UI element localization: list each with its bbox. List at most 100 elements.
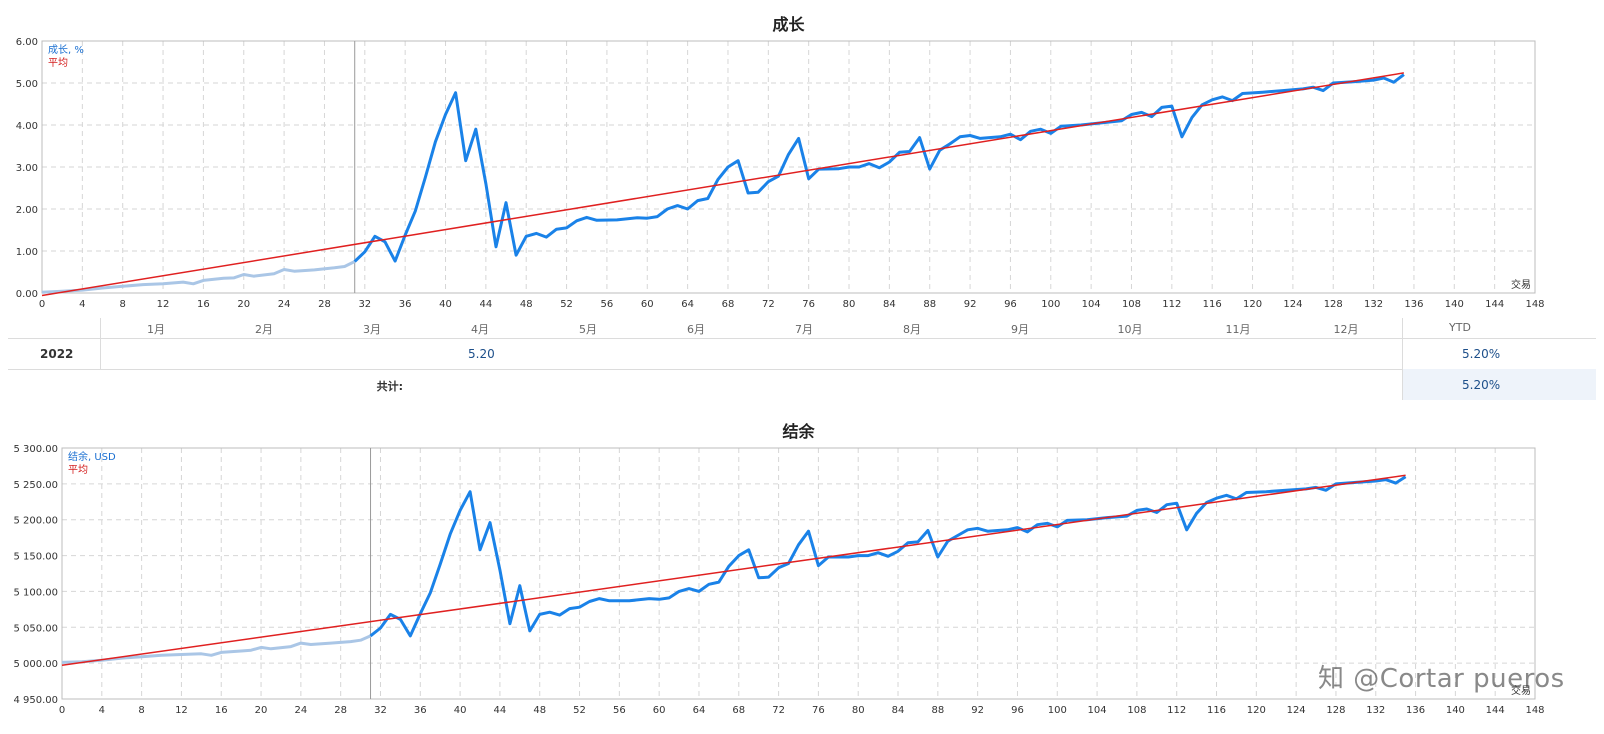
x-tick-label: 44	[479, 299, 492, 310]
ytd-header: YTD	[1449, 321, 1471, 334]
x-tick-label: 20	[255, 705, 268, 716]
x-tick-label: 136	[1406, 705, 1425, 716]
x-tick-label: 104	[1082, 299, 1101, 310]
x-tick-label: 88	[923, 299, 936, 310]
x-tick-label: 52	[573, 705, 586, 716]
y-tick-label: 5 200.00	[13, 516, 58, 527]
x-tick-label: 16	[215, 705, 228, 716]
x-tick-label: 44	[494, 705, 507, 716]
x-tick-label: 56	[613, 705, 626, 716]
x-tick-label: 52	[560, 299, 573, 310]
x-tick-label: 100	[1048, 705, 1067, 716]
x-tick-label: 108	[1122, 299, 1141, 310]
y-tick-label: 5 250.00	[13, 480, 58, 491]
x-tick-label: 60	[653, 705, 666, 716]
x-tick-label: 92	[971, 705, 984, 716]
series-line	[353, 73, 1405, 263]
x-tick-label: 40	[454, 705, 467, 716]
x-tick-label: 124	[1283, 299, 1302, 310]
y-tick-label: 5 000.00	[13, 659, 58, 670]
y-tick-label: 1.00	[16, 247, 38, 258]
x-tick-label: 32	[374, 705, 387, 716]
chart-title: 结余	[781, 422, 815, 441]
x-tick-label: 144	[1486, 705, 1505, 716]
average-line	[61, 474, 1406, 667]
x-tick-label: 132	[1364, 299, 1383, 310]
x-tick-label: 48	[520, 299, 533, 310]
total-label: 共计:	[376, 380, 403, 393]
x-tick-label: 0	[59, 705, 65, 716]
month-label: 4月	[471, 323, 489, 336]
x-tick-label: 108	[1127, 705, 1146, 716]
x-tick-label: 36	[399, 299, 412, 310]
y-tick-label: 5 150.00	[13, 552, 58, 563]
x-tick-label: 4	[79, 299, 85, 310]
y-tick-label: 5.00	[16, 79, 38, 90]
plot-area	[41, 40, 1536, 294]
x-tick-label: 8	[120, 299, 126, 310]
x-tick-label: 4	[99, 705, 105, 716]
x-tick-label: 56	[601, 299, 614, 310]
x-tick-label: 20	[237, 299, 250, 310]
x-axis-label: 交易	[1511, 684, 1531, 697]
x-tick-label: 84	[892, 705, 905, 716]
monthly-growth-table: 1月 2月 3月 4月 5月 6月 7月 8月 9月 10月 11月 12月 Y…	[8, 318, 1596, 400]
average-line	[41, 72, 1404, 297]
x-tick-label: 104	[1088, 705, 1107, 716]
x-tick-label: 72	[762, 299, 775, 310]
x-tick-label: 16	[197, 299, 210, 310]
month-label: 3月	[363, 323, 381, 336]
x-tick-label: 68	[732, 705, 745, 716]
y-tick-label: 5 050.00	[13, 623, 58, 634]
x-tick-label: 116	[1203, 299, 1222, 310]
month-label: 2月	[255, 323, 273, 336]
y-tick-label: 2.00	[16, 205, 38, 216]
x-tick-label: 124	[1287, 705, 1306, 716]
x-tick-label: 8	[138, 705, 144, 716]
x-tick-label: 116	[1207, 705, 1226, 716]
x-tick-label: 60	[641, 299, 654, 310]
growth-chart: 成长0 4 8 12 16 20 24 28 32 36 40 44 48 52 56 60 64 68 72 76 8…	[16, 15, 1545, 310]
series-line-early	[61, 634, 372, 664]
x-tick-label: 148	[1525, 705, 1544, 716]
x-tick-label: 144	[1485, 299, 1504, 310]
x-tick-label: 112	[1167, 705, 1186, 716]
x-tick-label: 64	[681, 299, 694, 310]
x-tick-label: 120	[1247, 705, 1266, 716]
x-tick-label: 76	[802, 299, 815, 310]
y-tick-label: 6.00	[16, 37, 38, 48]
y-tick-label: 5 100.00	[13, 587, 58, 598]
month-label: 8月	[903, 323, 921, 336]
x-tick-label: 132	[1366, 705, 1385, 716]
x-tick-label: 120	[1243, 299, 1262, 310]
month-label: 9月	[1011, 323, 1029, 336]
x-tick-label: 100	[1041, 299, 1060, 310]
month-label: 1月	[147, 323, 165, 336]
april-value: 5.20	[468, 347, 495, 361]
x-tick-label: 72	[772, 705, 785, 716]
balance-chart: 结余0 4 8 12 16 20 24 28 32 36 40 44 48 52 56 60 64 68 72 76 8…	[13, 422, 1544, 716]
y-tick-label: 0.00	[16, 289, 38, 300]
series-line-early	[41, 260, 356, 294]
x-tick-label: 148	[1525, 299, 1544, 310]
x-tick-label: 140	[1446, 705, 1465, 716]
plot-area	[61, 447, 1536, 700]
month-label: 11月	[1225, 323, 1251, 336]
x-tick-label: 96	[1004, 299, 1017, 310]
y-tick-label: 4 950.00	[13, 695, 58, 706]
x-tick-label: 0	[39, 299, 45, 310]
total-cell	[1403, 369, 1596, 400]
x-tick-label: 28	[318, 299, 331, 310]
x-tick-label: 68	[722, 299, 735, 310]
x-tick-label: 84	[883, 299, 896, 310]
x-tick-label: 88	[931, 705, 944, 716]
x-tick-label: 76	[812, 705, 825, 716]
series-line	[369, 475, 1407, 638]
month-label: 7月	[795, 323, 813, 336]
x-tick-label: 12	[157, 299, 170, 310]
x-tick-label: 80	[843, 299, 856, 310]
month-label: 5月	[579, 323, 597, 336]
x-tick-label: 64	[693, 705, 706, 716]
y-tick-label: 4.00	[16, 121, 38, 132]
legend-average: 平均	[48, 57, 68, 69]
